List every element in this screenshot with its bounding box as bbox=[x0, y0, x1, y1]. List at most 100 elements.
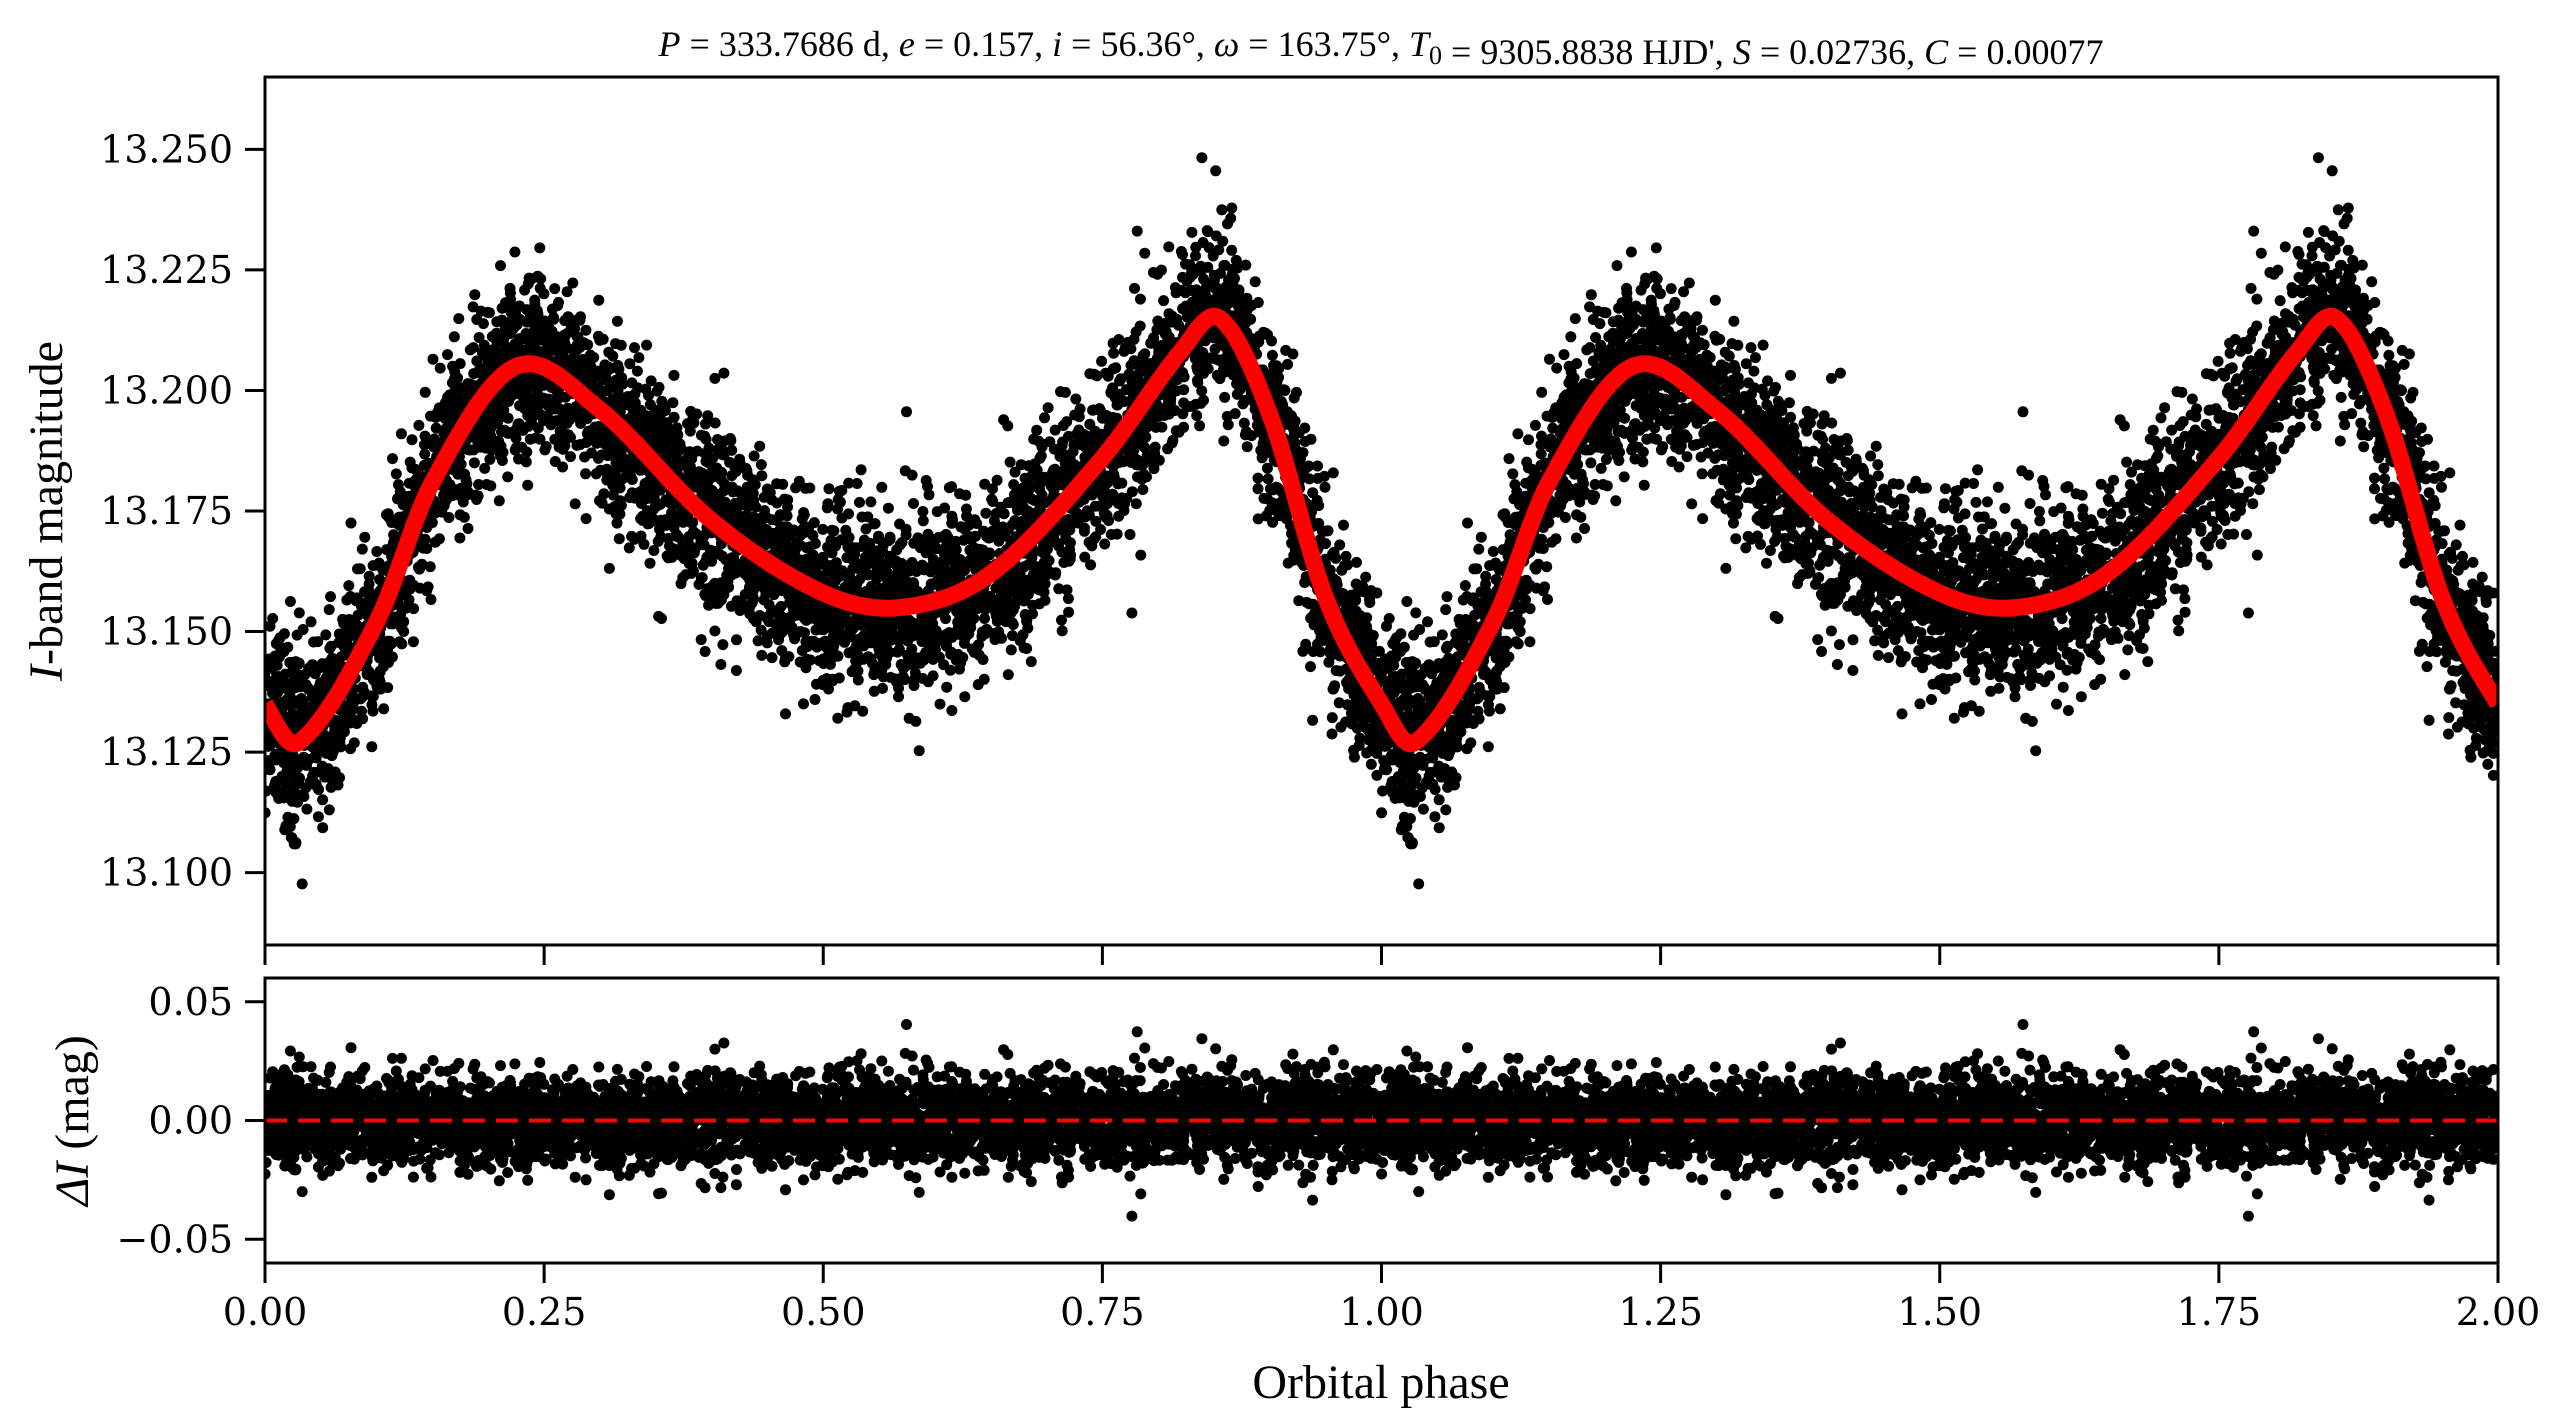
data-point bbox=[395, 428, 407, 440]
data-point bbox=[1252, 472, 1264, 484]
data-point bbox=[1569, 313, 1581, 325]
data-point bbox=[2122, 644, 2134, 656]
data-point bbox=[2076, 524, 2087, 536]
data-point bbox=[1697, 513, 1709, 525]
data-point bbox=[2033, 506, 2045, 517]
data-point bbox=[1381, 620, 1392, 632]
data-point bbox=[823, 483, 835, 495]
data-point bbox=[1494, 703, 1506, 715]
data-point bbox=[1730, 533, 1742, 545]
data-point bbox=[359, 531, 371, 543]
data-point bbox=[2247, 498, 2259, 510]
title-part: P bbox=[658, 24, 681, 64]
data-point bbox=[860, 523, 872, 535]
data-point bbox=[2407, 386, 2419, 398]
data-point bbox=[2382, 335, 2394, 347]
data-point bbox=[2051, 698, 2062, 710]
data-point bbox=[453, 313, 465, 325]
data-point bbox=[840, 524, 852, 536]
data-point bbox=[284, 596, 296, 607]
data-point bbox=[1261, 462, 1273, 474]
data-point bbox=[2369, 483, 2380, 495]
data-point bbox=[2346, 408, 2358, 420]
data-point bbox=[1440, 804, 1452, 816]
data-point bbox=[855, 464, 867, 476]
data-point bbox=[1070, 393, 1082, 405]
data-point bbox=[908, 498, 919, 509]
data-point bbox=[1709, 294, 1721, 306]
data-point bbox=[1570, 532, 1582, 544]
data-point bbox=[1696, 324, 1708, 336]
data-point bbox=[854, 496, 865, 508]
data-point bbox=[493, 495, 505, 507]
data-point bbox=[2241, 529, 2252, 540]
data-point bbox=[908, 680, 920, 691]
data-point bbox=[2172, 614, 2184, 626]
data-point bbox=[1262, 473, 1274, 485]
title-part: = 9305.8838 HJD', bbox=[1442, 32, 1733, 72]
data-point bbox=[366, 741, 378, 753]
data-point bbox=[611, 517, 623, 529]
data-point bbox=[296, 878, 308, 890]
data-point bbox=[597, 333, 609, 345]
title-part: i bbox=[1052, 24, 1062, 64]
data-point bbox=[1575, 468, 1587, 480]
data-point bbox=[502, 471, 514, 483]
data-point bbox=[356, 543, 368, 555]
data-point bbox=[1523, 434, 1534, 446]
data-point bbox=[1196, 385, 1208, 397]
data-point bbox=[1005, 644, 1017, 656]
data-point bbox=[2366, 276, 2378, 288]
data-point bbox=[448, 331, 460, 343]
data-point bbox=[1330, 665, 1342, 677]
data-point bbox=[2155, 412, 2167, 424]
data-point bbox=[2428, 460, 2440, 472]
data-point bbox=[1312, 460, 1323, 472]
data-point bbox=[593, 294, 605, 306]
data-point bbox=[1993, 682, 2005, 694]
data-point bbox=[1291, 386, 1302, 398]
data-point bbox=[1475, 531, 1487, 543]
data-point bbox=[2378, 462, 2390, 474]
data-point bbox=[1565, 331, 1577, 343]
data-point bbox=[2176, 386, 2188, 398]
data-point bbox=[2024, 498, 2036, 509]
title-part: = 0.00077 bbox=[1948, 32, 2103, 72]
title-part: = 0.157, bbox=[915, 24, 1052, 64]
data-point bbox=[1462, 517, 1473, 529]
data-point bbox=[1503, 453, 1515, 465]
data-point bbox=[580, 513, 592, 525]
data-point bbox=[323, 804, 335, 816]
data-point bbox=[2342, 202, 2354, 214]
data-point bbox=[1968, 478, 1980, 489]
data-point bbox=[1581, 344, 1593, 356]
chart-title: P = 333.7686 d, e = 0.157, i = 56.36°, ω… bbox=[658, 24, 2104, 72]
data-point bbox=[1326, 728, 1338, 740]
data-point bbox=[2447, 665, 2459, 677]
data-point bbox=[561, 286, 573, 298]
data-point bbox=[1956, 524, 1968, 536]
data-point bbox=[1249, 276, 1261, 288]
data-point bbox=[2383, 349, 2395, 361]
data-point bbox=[1413, 878, 1425, 890]
data-point bbox=[2326, 165, 2338, 177]
data-point bbox=[325, 591, 336, 603]
title-part: = 56.36°, bbox=[1062, 24, 1214, 64]
data-point bbox=[946, 481, 958, 493]
title-part: T bbox=[1409, 24, 1432, 64]
data-point bbox=[1785, 369, 1796, 381]
data-point bbox=[1241, 441, 1253, 453]
data-point bbox=[1226, 244, 1238, 256]
data-point bbox=[1226, 202, 1238, 214]
data-point bbox=[2025, 680, 2036, 691]
data-point bbox=[2369, 472, 2380, 484]
data-point bbox=[1056, 614, 1067, 626]
data-point bbox=[2062, 481, 2074, 493]
title-part: ω bbox=[1214, 24, 1239, 64]
data-point bbox=[473, 332, 485, 343]
data-point bbox=[1441, 591, 1453, 603]
data-point bbox=[1870, 440, 1882, 452]
data-point bbox=[1059, 386, 1071, 398]
data-point bbox=[1487, 546, 1499, 557]
data-point bbox=[459, 468, 471, 480]
